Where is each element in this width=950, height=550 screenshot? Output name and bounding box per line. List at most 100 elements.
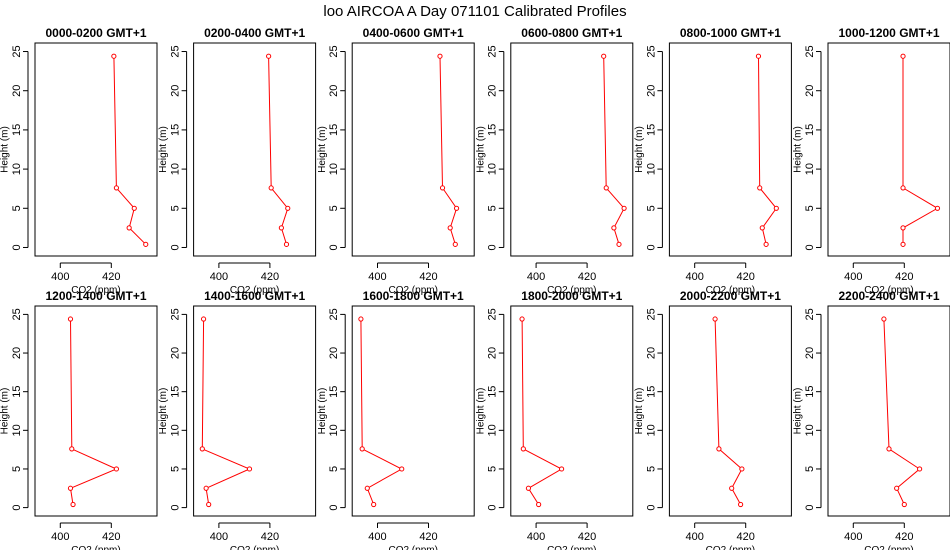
- x-tick-label: 400: [844, 271, 862, 283]
- y-tick-label: 15: [804, 124, 816, 136]
- y-tick-label: 20: [170, 347, 182, 359]
- y-tick-label: 15: [645, 124, 657, 136]
- y-tick-label: 0: [645, 244, 657, 250]
- profile-point: [519, 316, 525, 322]
- panel-title: 2000-2200 GMT+1: [680, 289, 781, 303]
- y-tick-label: 10: [804, 424, 816, 436]
- profile-panel: 1000-1200 GMT+1 0 5 10 15 20 25 Height (m) 400 42…: [793, 26, 950, 296]
- profile-panel: 0800-1000 GMT+1 0 5 10 15 20 25 Height (m) 400 42…: [634, 26, 792, 296]
- y-tick-label: 25: [328, 45, 340, 57]
- y-axis-label: Height (m): [793, 126, 804, 173]
- y-tick-label: 10: [487, 163, 499, 175]
- x-tick-label: 420: [261, 531, 279, 543]
- panel-frame: [827, 42, 950, 257]
- panel-frame: [510, 42, 634, 257]
- y-tick-label: 0: [170, 505, 182, 511]
- y-axis-label: Height (m): [475, 126, 486, 173]
- x-tick-label: 420: [102, 531, 120, 543]
- profile-panel: 0600-0800 GMT+1 0 5 10 15 20 25 Height (m) 400 42…: [475, 26, 634, 296]
- y-axis-label: Height (m): [793, 388, 804, 435]
- x-tick-label: 400: [210, 531, 228, 543]
- panel-frame: [34, 42, 158, 257]
- y-tick-label: 0: [645, 505, 657, 511]
- x-axis-label: CO2 (ppm): [547, 545, 596, 550]
- profile-panel: 1600-1800 GMT+1 0 5 10 15 20 25 Height (m) 400 42…: [317, 289, 475, 550]
- y-tick-label: 15: [328, 124, 340, 136]
- panel-title: 1600-1800 GMT+1: [363, 289, 464, 303]
- profile-point: [364, 485, 370, 491]
- y-axis-label: Height (m): [634, 126, 645, 173]
- panel-frame: [351, 305, 475, 517]
- profile-panel: 1200-1400 GMT+1 0 5 10 15 20 25 Height (m) 400 42…: [0, 289, 158, 550]
- y-tick-label: 0: [11, 244, 23, 250]
- x-tick-label: 400: [368, 531, 386, 543]
- profile-point: [901, 501, 907, 508]
- y-tick-label: 25: [804, 45, 816, 57]
- y-tick-label: 10: [645, 424, 657, 436]
- panel-frame: [193, 42, 317, 257]
- profile-point: [452, 241, 458, 247]
- y-tick-label: 20: [645, 347, 657, 359]
- profile-point: [246, 466, 253, 472]
- y-tick-label: 15: [170, 386, 182, 398]
- y-tick-label: 5: [645, 205, 657, 211]
- y-tick-label: 5: [328, 205, 340, 211]
- x-axis-label: CO2 (ppm): [388, 545, 437, 550]
- profile-point: [621, 205, 627, 211]
- y-tick-label: 20: [487, 347, 499, 359]
- y-tick-label: 25: [11, 308, 23, 320]
- profile-point: [268, 185, 274, 191]
- panel-title: 0000-0200 GMT+1: [45, 26, 146, 40]
- y-tick-label: 15: [328, 386, 340, 398]
- panel-frame: [193, 305, 317, 517]
- profile-point: [757, 185, 763, 191]
- profile-point: [113, 466, 120, 472]
- x-tick-label: 420: [737, 271, 755, 283]
- figure-title: loo AIRCOA A Day 071101 Calibrated Profi…: [323, 3, 626, 20]
- y-tick-label: 5: [170, 205, 182, 211]
- y-tick-label: 15: [11, 386, 23, 398]
- profile-panel: 0200-0400 GMT+1 0 5 10 15 20 25 Height (m) 400 42…: [158, 26, 317, 296]
- profile-point: [439, 185, 446, 191]
- y-tick-label: 15: [804, 386, 816, 398]
- y-tick-label: 10: [11, 424, 23, 436]
- panel-frame: [510, 305, 634, 517]
- x-tick-label: 400: [527, 531, 545, 543]
- profile-point: [881, 316, 887, 322]
- panel-title: 0800-1000 GMT+1: [680, 26, 781, 40]
- y-tick-label: 10: [11, 163, 23, 175]
- y-tick-label: 20: [804, 85, 816, 97]
- y-tick-label: 15: [11, 124, 23, 136]
- x-tick-label: 400: [51, 271, 69, 283]
- profile-point: [558, 466, 565, 472]
- panel-frame: [827, 305, 950, 517]
- profile-point: [900, 185, 906, 191]
- profile-point: [755, 53, 762, 59]
- y-tick-label: 10: [645, 163, 657, 175]
- profile-point: [67, 485, 74, 491]
- panel-title: 1400-1600 GMT+1: [204, 289, 305, 303]
- x-tick-label: 400: [686, 531, 704, 543]
- x-tick-label: 420: [895, 531, 913, 543]
- y-tick-label: 10: [328, 424, 340, 436]
- profile-point: [278, 225, 284, 231]
- y-tick-label: 10: [170, 424, 182, 436]
- x-tick-label: 420: [737, 531, 755, 543]
- profile-point: [738, 501, 744, 508]
- x-tick-label: 420: [419, 271, 437, 283]
- profile-point: [601, 53, 607, 59]
- y-tick-label: 0: [11, 505, 23, 511]
- y-tick-label: 5: [328, 466, 340, 472]
- y-tick-label: 25: [170, 45, 182, 57]
- x-tick-label: 420: [578, 531, 596, 543]
- panel-title: 2200-2400 GMT+1: [838, 289, 939, 303]
- profile-point: [729, 485, 735, 491]
- x-tick-label: 400: [210, 271, 228, 283]
- x-tick-label: 420: [102, 271, 120, 283]
- y-tick-label: 15: [487, 386, 499, 398]
- profile-panel: 2200-2400 GMT+1 0 5 10 15 20 25 Height (m) 400 42…: [793, 289, 950, 550]
- y-tick-label: 5: [804, 205, 816, 211]
- profile-point: [67, 316, 74, 322]
- panel-grid: 0000-0200 GMT+1 0 5 10 15 20 25 Height (m) 400 42…: [0, 26, 950, 550]
